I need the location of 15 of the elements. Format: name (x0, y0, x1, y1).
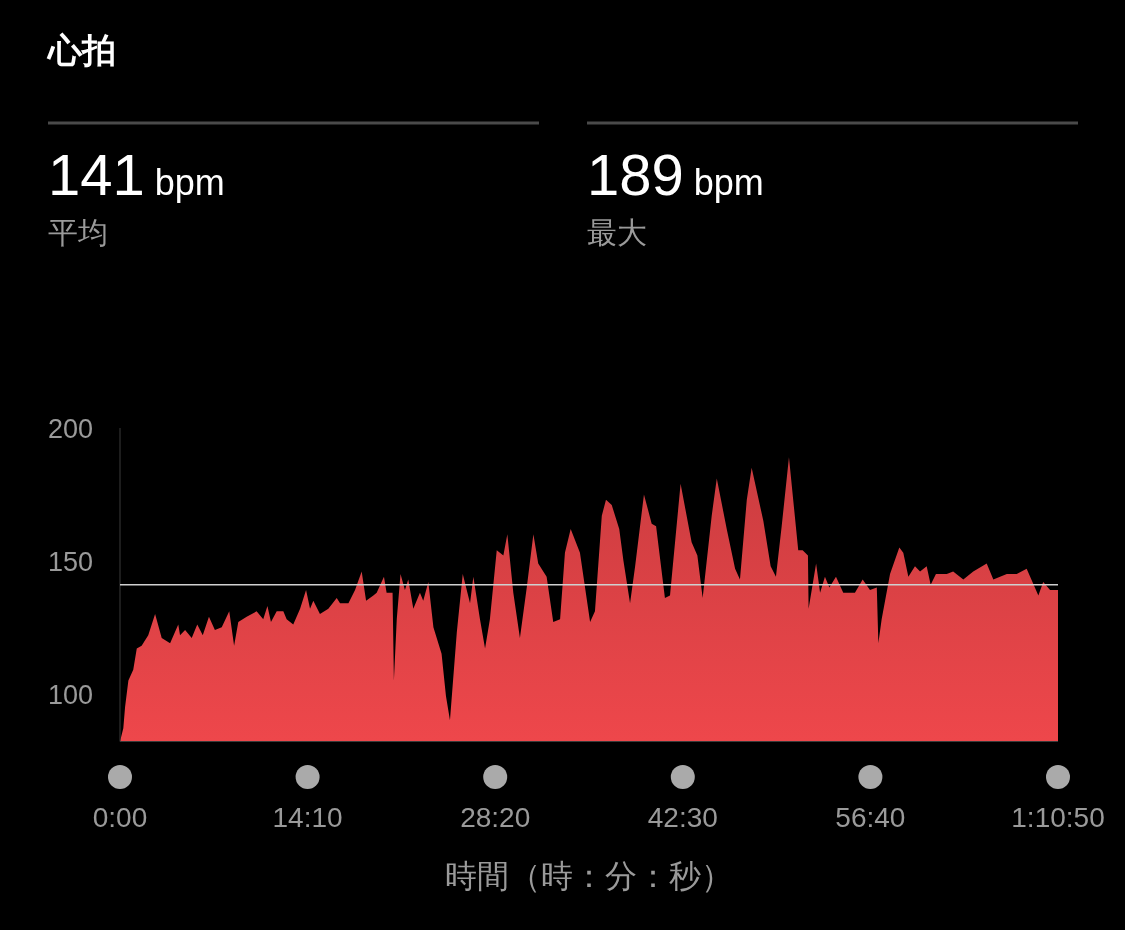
x-axis-title: 時間（時：分：秒） (445, 858, 733, 894)
text: 最大 (587, 216, 647, 249)
x-tick-label: 14:10 (272, 802, 343, 833)
y-tick-label: 200 (48, 414, 94, 444)
x-tick-label: 1:10:50 (1011, 802, 1105, 833)
text: 189 bpm (587, 142, 764, 207)
text: 141 bpm (48, 142, 225, 207)
y-tick-label: 150 (48, 546, 94, 577)
x-tick-label: 28:20 (460, 802, 531, 833)
y-tick-label: 100 (48, 679, 94, 710)
x-tick-label: 0:00 (92, 802, 148, 833)
x-tick-label: 56:40 (835, 802, 906, 833)
x-tick-label: 42:30 (647, 802, 718, 833)
text: 平均 (48, 216, 108, 249)
chart-title: 心拍 (46, 31, 116, 69)
